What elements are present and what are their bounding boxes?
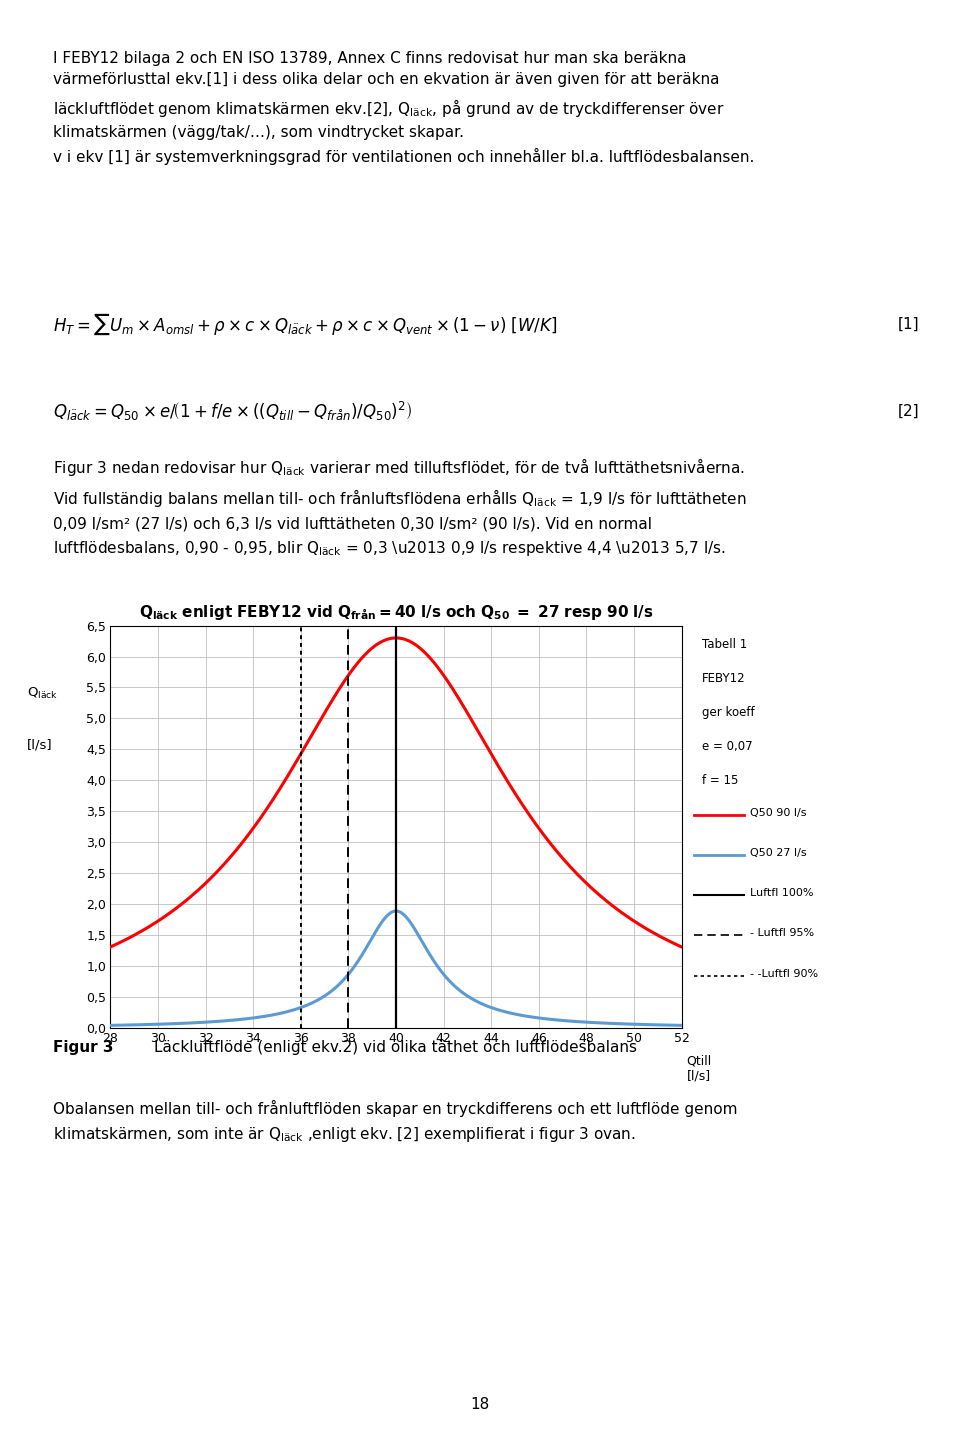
Text: Q50 90 l/s: Q50 90 l/s [750, 808, 806, 818]
Text: [1]: [1] [898, 317, 920, 332]
Text: e = 0,07: e = 0,07 [702, 740, 753, 753]
Text: [2]: [2] [898, 404, 920, 418]
Text: Q50 27 l/s: Q50 27 l/s [750, 849, 806, 859]
Text: f = 15: f = 15 [702, 775, 738, 788]
Text: Q$_{\mathsf{läck}}$: Q$_{\mathsf{läck}}$ [27, 686, 59, 701]
Text: Figur 3: Figur 3 [53, 1040, 113, 1054]
Text: Tabell 1: Tabell 1 [702, 637, 747, 650]
Text: Obalansen mellan till- och frånluftflöden skapar en tryckdifferens och ett luftf: Obalansen mellan till- och frånluftflöde… [53, 1100, 737, 1144]
Text: $Q_{l\ddot{a}ck} = Q_{50} \times e/\!\left(1 + f/e \times \left(\left(Q_{till} -: $Q_{l\ddot{a}ck} = Q_{50} \times e/\!\le… [53, 400, 412, 423]
Text: ger koeff: ger koeff [702, 707, 755, 720]
Text: Qtill
[l/s]: Qtill [l/s] [686, 1054, 711, 1082]
Text: $H_T = \sum U_m \times A_{omsl} + \rho \times c \times Q_{l\ddot{a}ck} + \rho \t: $H_T = \sum U_m \times A_{omsl} + \rho \… [53, 311, 557, 337]
Text: Figur 3 nedan redovisar hur Q$_{\mathsf{läck}}$ varierar med tilluftsflödet, för: Figur 3 nedan redovisar hur Q$_{\mathsf{… [53, 456, 747, 557]
Text: [l/s]: [l/s] [27, 738, 53, 752]
Text: 18: 18 [470, 1397, 490, 1412]
Text: I FEBY12 bilaga 2 och EN ISO 13789, Annex C finns redovisat hur man ska beräkna
: I FEBY12 bilaga 2 och EN ISO 13789, Anne… [53, 51, 755, 165]
Text: Luftfl 100%: Luftfl 100% [750, 888, 813, 898]
Text: - Luftfl 95%: - Luftfl 95% [750, 928, 814, 938]
Title: $\mathbf{Q_{\mathbf{läck}}}$ $\mathbf{enligt\ FEBY12\ vid\ }$$\mathbf{Q_{\mathbf: $\mathbf{Q_{\mathbf{läck}}}$ $\mathbf{en… [138, 604, 654, 623]
Text: - -Luftfl 90%: - -Luftfl 90% [750, 969, 818, 979]
Text: Läckluftflöde (enligt ekv.2) vid olika täthet och luftflödesbalans: Läckluftflöde (enligt ekv.2) vid olika t… [154, 1040, 636, 1054]
Text: FEBY12: FEBY12 [702, 672, 745, 685]
